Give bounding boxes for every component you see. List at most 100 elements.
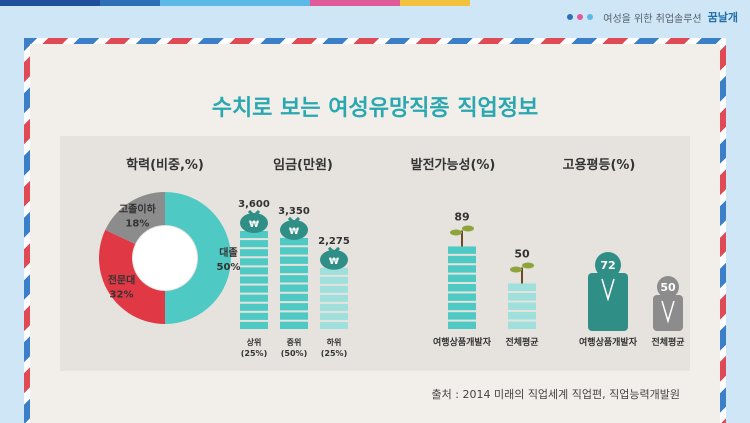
won-symbol: ₩ <box>289 227 299 237</box>
growth-bar-block <box>448 246 476 254</box>
wage-bar-block <box>240 285 268 293</box>
wage-bar-block <box>280 321 308 329</box>
wage-chart-title: 임금(만원) <box>273 158 333 173</box>
wage-category-sub: (25%) <box>321 349 347 358</box>
brand-dot <box>577 14 584 20</box>
wage-bar-block <box>240 294 268 302</box>
pie-value: 32% <box>110 290 134 301</box>
equality-value-label: 50 <box>660 281 676 294</box>
wage-bar-block <box>240 312 268 320</box>
wage-bar-block <box>240 231 268 239</box>
wage-bar-block <box>240 303 268 311</box>
won-symbol: ₩ <box>249 220 259 230</box>
person-collar <box>661 300 675 324</box>
growth-bar-block <box>508 312 536 320</box>
growth-bar-block <box>448 293 476 301</box>
wage-bar-block <box>240 240 268 248</box>
education-chart-title: 학력(비중,%) <box>126 158 204 173</box>
brand-header: 여성을 위한 취업솔루션 꿈날개 <box>567 9 738 25</box>
pie-slice-0 <box>165 192 231 324</box>
envelope-frame: 수치로 보는 여성유망직종 직업정보 학력(비중,%) 임금(만원) 발전가능성… <box>24 38 726 423</box>
growth-bar-block <box>448 302 476 311</box>
money-bag-icon <box>280 219 308 240</box>
growth-chart-title: 발전가능성(%) <box>410 158 496 173</box>
wage-value-label: 2,275 <box>318 236 350 247</box>
growth-bar-block <box>508 283 536 291</box>
wage-bar-block <box>320 294 348 302</box>
money-bag-tie <box>247 209 261 219</box>
pie-value: 50% <box>217 262 241 273</box>
brand-tagline: 여성을 위한 취업솔루션 <box>603 13 702 25</box>
donut-hole <box>133 226 197 290</box>
pie-slice-2 <box>105 192 165 244</box>
growth-bar-block <box>508 321 536 329</box>
source-note: 출처 : 2014 미래의 직업세계 직업편, 직업능력개발원 <box>431 388 680 401</box>
sprout-leaf-icon <box>522 262 534 269</box>
wage-bar-block <box>280 293 308 302</box>
brand-dots <box>567 14 594 20</box>
wage-category-sub: (50%) <box>281 349 307 358</box>
stripe-segment <box>160 0 310 6</box>
equality-value-label: 72 <box>600 259 615 272</box>
growth-bar-block <box>448 265 476 273</box>
pie-label: 전문대 <box>108 274 136 287</box>
wage-bar-block <box>280 265 308 274</box>
wage-bar-block <box>280 256 308 264</box>
equality-category-label: 전체평균 <box>651 336 685 348</box>
brand-name: 꿈날개 <box>707 11 738 24</box>
wage-bar-block <box>320 303 348 311</box>
growth-bar-block <box>448 274 476 283</box>
wage-bar-block <box>320 321 348 329</box>
money-bag-tie <box>327 246 341 255</box>
wage-bar-block <box>240 249 268 257</box>
growth-value-label: 89 <box>454 210 469 223</box>
growth-category-label: 여행상품개발자 <box>433 336 492 348</box>
page-title: 수치로 보는 여성유망직종 직업정보 <box>211 96 539 121</box>
pie-slice-1 <box>98 229 165 324</box>
wage-bar-block <box>240 321 268 329</box>
pie-label: 대졸 <box>219 246 237 259</box>
growth-bar-block <box>448 255 476 264</box>
wage-bar-block <box>280 284 308 292</box>
charts-canvas: 대졸 50% 전문대 32% 고졸이하 18% ₩3,600 상위 (25%) ₩3,350 중위 (… <box>98 192 685 358</box>
growth-category-label: 전체평균 <box>505 336 539 348</box>
person-head-icon <box>595 252 621 278</box>
wage-bar-block <box>240 276 268 284</box>
stripe-segment <box>310 0 400 6</box>
stripe-segment <box>400 0 470 6</box>
person-head-icon <box>657 276 679 298</box>
growth-bar-block <box>508 302 536 310</box>
wage-value-label: 3,350 <box>278 206 310 217</box>
wage-bar-block <box>320 276 348 284</box>
stripe-segment <box>0 0 100 6</box>
person-collar <box>601 278 615 302</box>
wage-category-label: 상위 <box>247 337 262 347</box>
person-body-bar <box>588 273 628 331</box>
pie-label: 고졸이하 <box>119 203 157 216</box>
wage-bar-block <box>280 237 308 246</box>
infographic-panel: 학력(비중,%) 임금(만원) 발전가능성(%) 고용평등(%) 대졸 50% 전문… <box>60 136 690 371</box>
growth-bar-block <box>448 321 476 329</box>
person-body-bar <box>653 295 683 331</box>
growth-bar-block <box>508 293 536 301</box>
wage-bar-block <box>280 312 308 320</box>
wage-bar-block <box>320 312 348 320</box>
wage-value-label: 3,600 <box>238 199 270 210</box>
sprout-leaf-icon <box>450 229 462 236</box>
wage-category-label: 중위 <box>287 337 302 347</box>
money-bag-icon <box>320 249 348 270</box>
equality-chart-title: 고용평등(%) <box>562 158 636 173</box>
wage-bar-block <box>280 303 308 311</box>
brand-dot <box>567 14 574 20</box>
wage-bar-block <box>320 285 348 293</box>
top-color-stripe <box>0 0 750 6</box>
growth-bar-block <box>448 312 476 320</box>
growth-bar-block <box>448 284 476 292</box>
wage-category-label: 하위 <box>327 337 342 347</box>
equality-category-label: 여행상품개발자 <box>579 336 638 348</box>
wage-bar-block <box>240 258 268 266</box>
money-bag-tie <box>287 216 301 226</box>
sprout-leaf-icon <box>462 225 474 232</box>
money-bag-icon <box>240 213 268 233</box>
sprout-leaf-icon <box>510 266 522 273</box>
